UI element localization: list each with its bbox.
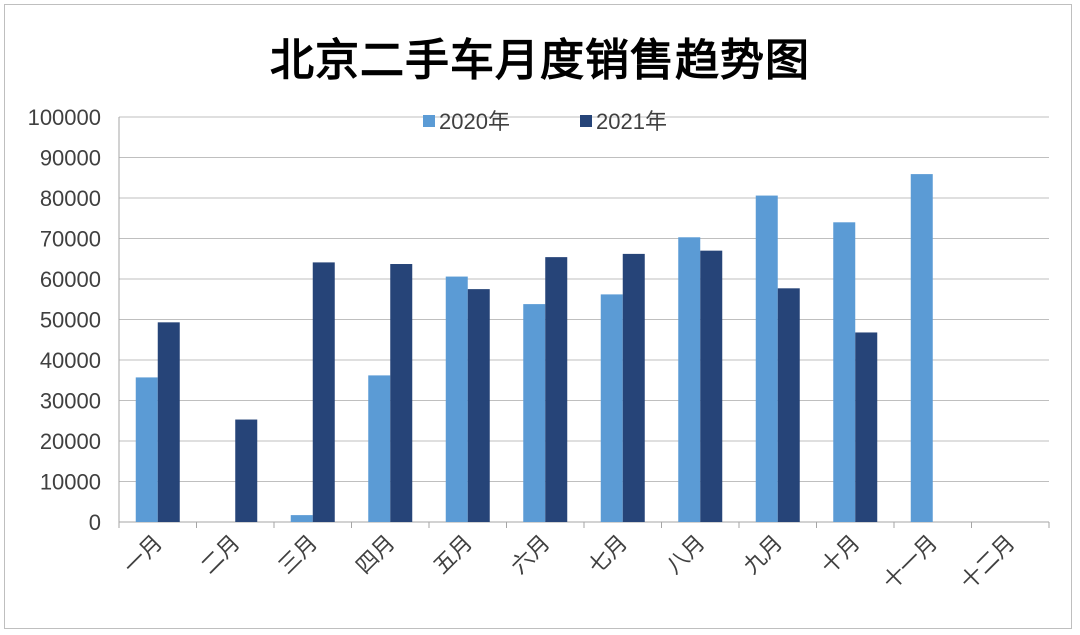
bar-2020年-六月 xyxy=(523,304,546,522)
legend-swatch xyxy=(580,115,592,127)
y-tick-label: 0 xyxy=(89,510,101,535)
y-tick-label: 10000 xyxy=(40,470,101,495)
legend: 2020年 2021年 xyxy=(423,109,667,134)
bar-2021年-三月 xyxy=(312,262,335,522)
x-category-label: 四月 xyxy=(352,531,401,580)
bar-2020年-一月 xyxy=(135,377,158,522)
x-category-label: 二月 xyxy=(197,531,246,580)
gridlines xyxy=(119,116,1049,523)
y-tick-label: 30000 xyxy=(40,389,101,414)
y-tick-label: 40000 xyxy=(40,348,101,373)
y-tick-label: 60000 xyxy=(40,267,101,292)
bar-2020年-十一月 xyxy=(910,174,933,523)
x-category-label: 十一月 xyxy=(879,531,943,595)
legend-swatch xyxy=(423,115,435,127)
bar-2020年-八月 xyxy=(678,237,701,522)
bar-2020年-九月 xyxy=(755,195,778,522)
x-category-label: 七月 xyxy=(584,531,633,580)
bar-2021年-一月 xyxy=(157,322,180,522)
bar-2021年-二月 xyxy=(235,419,258,522)
bar-2021年-六月 xyxy=(545,257,568,522)
legend-label: 2021年 xyxy=(596,109,667,134)
bar-2021年-九月 xyxy=(777,288,800,522)
y-axis: 0 10000 20000 30000 40000 50000 60000 70000 8000… xyxy=(28,105,120,535)
legend-label: 2020年 xyxy=(439,109,510,134)
bar-2021年-七月 xyxy=(622,253,645,522)
chart-title: 北京二手车月度销售趋势图 xyxy=(270,35,810,86)
bar-2021年-四月 xyxy=(390,264,413,522)
bar-2020年-四月 xyxy=(368,375,391,522)
y-tick-label: 80000 xyxy=(40,186,101,211)
y-tick-label: 70000 xyxy=(40,227,101,252)
bars xyxy=(135,174,933,523)
bar-2020年-三月 xyxy=(290,515,313,522)
bar-2021年-五月 xyxy=(467,289,490,522)
x-category-label: 九月 xyxy=(739,531,788,580)
x-category-label: 十二月 xyxy=(956,531,1020,595)
x-category-label: 五月 xyxy=(429,531,478,580)
bar-2021年-八月 xyxy=(700,250,723,522)
x-category-label: 十月 xyxy=(817,531,866,580)
x-category-label: 三月 xyxy=(274,531,323,580)
x-category-label: 八月 xyxy=(662,531,711,580)
bar-2020年-七月 xyxy=(600,294,623,522)
bar-2020年-五月 xyxy=(445,276,468,522)
y-tick-label: 100000 xyxy=(28,105,101,130)
y-tick-label: 20000 xyxy=(40,429,101,454)
y-tick-label: 90000 xyxy=(40,146,101,171)
x-axis: 一月 二月 三月 四月 五月 六月 七月 八月 九月 十月 十一月 十二月 xyxy=(118,522,1050,595)
x-category-label: 六月 xyxy=(507,531,556,580)
bar-2021年-十月 xyxy=(855,332,878,522)
y-tick-label: 50000 xyxy=(40,308,101,333)
x-category-label: 一月 xyxy=(119,531,168,580)
bar-2020年-十月 xyxy=(833,222,856,523)
